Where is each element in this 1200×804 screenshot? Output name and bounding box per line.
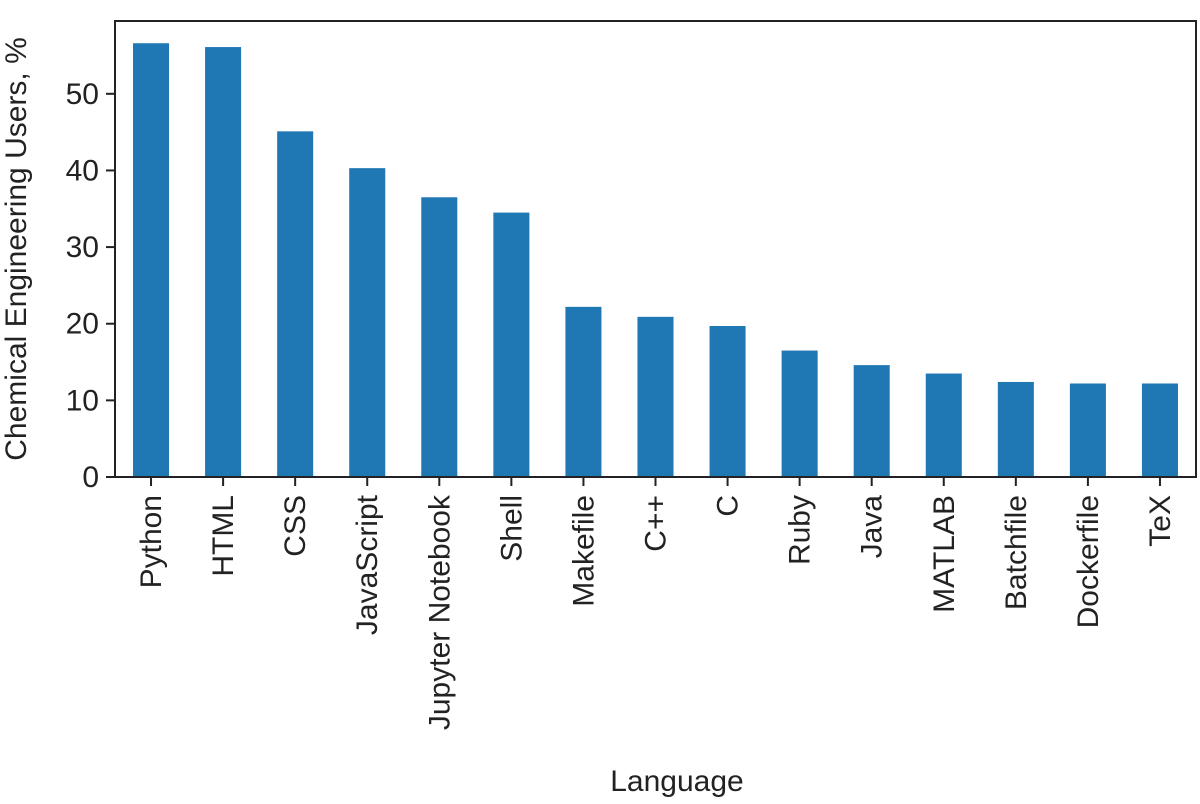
bar-c- bbox=[637, 316, 674, 477]
bar-jupyter-notebook bbox=[421, 197, 458, 477]
x-tick-label: Makefile bbox=[567, 495, 600, 607]
bar-batchfile bbox=[997, 381, 1034, 477]
bar-java bbox=[853, 365, 890, 477]
bar-css bbox=[277, 131, 314, 478]
x-tick-label: Batchfile bbox=[1000, 495, 1033, 610]
x-tick-label: Ruby bbox=[784, 495, 817, 565]
x-tick-label: Java bbox=[856, 495, 889, 559]
x-axis-label: Language bbox=[610, 765, 743, 798]
y-tick-label: 0 bbox=[82, 461, 99, 494]
x-tick-label: MATLAB bbox=[928, 495, 961, 613]
y-tick-label: 20 bbox=[66, 308, 99, 341]
y-tick-label: 30 bbox=[66, 231, 99, 264]
x-tick-label: JavaScript bbox=[351, 494, 384, 635]
y-tick-label: 40 bbox=[66, 154, 99, 187]
x-tick-label: HTML bbox=[207, 495, 240, 577]
x-tick-label: C bbox=[712, 495, 745, 517]
y-tick-label: 10 bbox=[66, 384, 99, 417]
x-tick-label: Python bbox=[135, 495, 168, 588]
x-tick-label: Jupyter Notebook bbox=[423, 494, 456, 730]
bar-c bbox=[709, 326, 746, 477]
x-tick-label: Dockerfile bbox=[1072, 495, 1105, 628]
x-tick-label: C++ bbox=[640, 495, 673, 552]
x-tick-label: TeX bbox=[1144, 495, 1177, 547]
bars-layer bbox=[133, 43, 1178, 478]
bar-dockerfile bbox=[1069, 383, 1106, 477]
y-tick-label: 50 bbox=[66, 78, 99, 111]
x-axis: Python HTML CSS JavaScript Jupyter Notebook S… bbox=[135, 477, 1177, 730]
bar-ruby bbox=[781, 350, 818, 477]
x-tick-label: CSS bbox=[279, 495, 312, 557]
bar-javascript bbox=[349, 168, 386, 477]
y-axis-label: Chemical Engineering Users, % bbox=[0, 37, 33, 461]
y-axis: 0 10 20 30 40 50 bbox=[66, 78, 115, 494]
bar-python bbox=[133, 43, 170, 477]
bar-shell bbox=[493, 212, 530, 477]
x-tick-label: Shell bbox=[495, 495, 528, 562]
bar-matlab bbox=[925, 373, 962, 477]
bar-html bbox=[205, 47, 242, 478]
bar-makefile bbox=[565, 306, 602, 477]
bar-tex bbox=[1141, 383, 1178, 477]
